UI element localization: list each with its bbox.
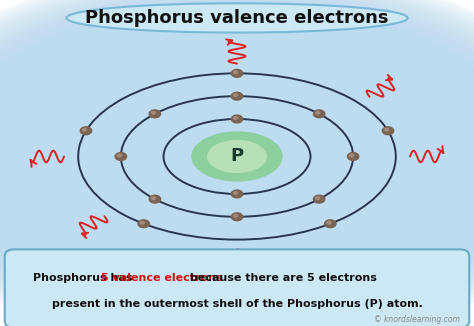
Circle shape: [350, 154, 354, 157]
Circle shape: [82, 128, 87, 131]
Circle shape: [115, 153, 127, 160]
Circle shape: [140, 221, 144, 224]
Circle shape: [152, 111, 155, 114]
Circle shape: [313, 195, 325, 203]
Circle shape: [149, 195, 161, 203]
Circle shape: [234, 71, 237, 74]
Circle shape: [152, 197, 155, 200]
Circle shape: [325, 220, 336, 228]
Text: 5 valence electrons: 5 valence electrons: [100, 273, 222, 283]
Circle shape: [234, 117, 237, 119]
Circle shape: [347, 153, 359, 160]
Circle shape: [138, 220, 149, 228]
Circle shape: [316, 197, 319, 200]
Circle shape: [231, 92, 243, 100]
Ellipse shape: [192, 132, 282, 181]
Ellipse shape: [208, 141, 266, 172]
Circle shape: [149, 110, 161, 118]
Circle shape: [231, 69, 243, 77]
Circle shape: [231, 190, 243, 198]
Circle shape: [118, 154, 121, 157]
Circle shape: [234, 192, 237, 194]
Text: © knordslearning.com: © knordslearning.com: [374, 315, 460, 324]
Circle shape: [384, 128, 389, 131]
Text: P: P: [230, 147, 244, 166]
Circle shape: [383, 127, 394, 135]
Text: present in the outermost shell of the Phosphorus (P) atom.: present in the outermost shell of the Ph…: [52, 299, 422, 309]
Text: Phosphorus valence electrons: Phosphorus valence electrons: [85, 9, 389, 27]
Circle shape: [316, 111, 319, 114]
Circle shape: [234, 215, 237, 217]
Text: because there are 5 electrons: because there are 5 electrons: [186, 273, 377, 283]
Circle shape: [231, 115, 243, 123]
Circle shape: [231, 213, 243, 221]
Circle shape: [234, 94, 237, 96]
Ellipse shape: [66, 3, 408, 33]
Circle shape: [313, 110, 325, 118]
Circle shape: [80, 127, 91, 135]
Circle shape: [327, 221, 331, 224]
Text: Phosphorus has: Phosphorus has: [33, 273, 137, 283]
FancyBboxPatch shape: [5, 249, 469, 326]
